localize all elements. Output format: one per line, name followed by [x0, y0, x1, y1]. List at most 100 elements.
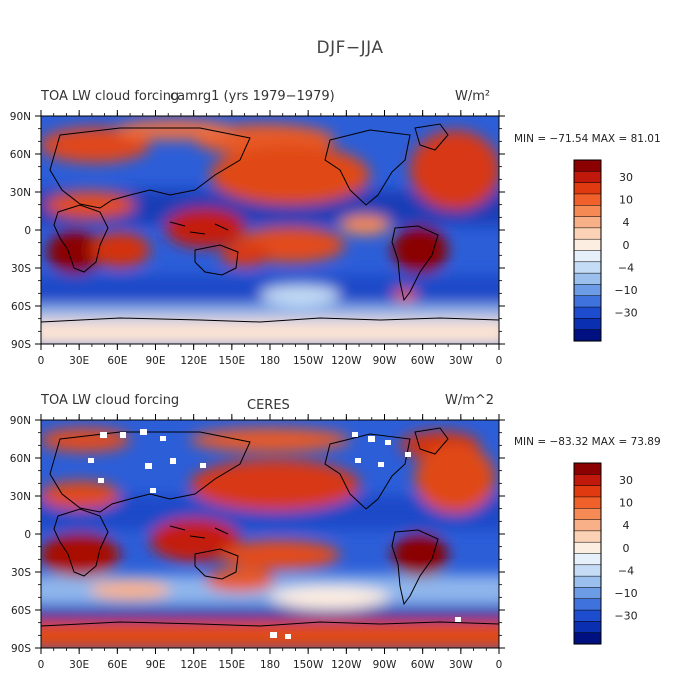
colorbar-tick-label: −30	[614, 610, 637, 623]
colorbar-frame	[573, 462, 602, 645]
lon-tick-label: 120W	[331, 355, 362, 367]
lon-tick-label: 120E	[180, 355, 207, 367]
colorbar-tick-label: 4	[623, 216, 630, 229]
lon-tick-label: 0	[38, 659, 45, 671]
colorbar-segment	[573, 250, 602, 263]
lat-tick-label: 30N	[10, 491, 31, 503]
lat-tick-label: 90N	[10, 111, 31, 123]
lon-tick-label: 30W	[449, 355, 473, 367]
colorbar-segment	[573, 171, 602, 184]
lon-tick-label: 30E	[69, 659, 89, 671]
colorbar-segment	[573, 485, 602, 498]
panel1-left-title: TOA LW cloud forcing	[41, 89, 180, 104]
colorbar-tick-label: 0	[623, 542, 630, 555]
colorbar-segment	[573, 530, 602, 543]
lon-tick-label: 90E	[146, 355, 166, 367]
panel2-min-max: MIN = −83.32 MAX = 73.89	[514, 436, 661, 448]
colorbar-segment	[573, 159, 602, 172]
colorbar-segment	[573, 553, 602, 566]
colorbar-segment	[573, 541, 602, 555]
colorbar-segment	[573, 227, 602, 240]
colorbar-tick-label: −30	[614, 307, 637, 320]
colorbar-segment	[573, 205, 602, 218]
lon-tick-label: 90W	[373, 355, 397, 367]
panel1-center-title: camrg1 (yrs 1979−1979)	[170, 89, 335, 104]
lat-tick-label: 60N	[10, 149, 31, 161]
lon-tick-label: 60E	[107, 659, 127, 671]
colorbar-segment	[573, 508, 602, 521]
colorbar-segment	[573, 609, 602, 622]
lon-tick-label: 60W	[411, 659, 435, 671]
colorbar-segment	[573, 474, 602, 487]
lon-tick-label: 150E	[218, 659, 245, 671]
panel1-min-max: MIN = −71.54 MAX = 81.01	[514, 133, 661, 145]
map-panel-1	[41, 116, 499, 344]
panel2-center-title: CERES	[247, 398, 290, 413]
panel2-units: W/m^2	[445, 393, 495, 408]
lat-tick-label: 0	[24, 225, 31, 237]
colorbar-segment	[573, 587, 602, 600]
colorbar-segment	[573, 272, 602, 285]
lon-tick-label: 180	[260, 659, 280, 671]
colorbar-segment	[573, 182, 602, 195]
colorbar-segment	[573, 496, 602, 509]
colorbar-segment	[573, 632, 602, 645]
lat-tick-label: 90S	[11, 339, 31, 351]
lon-tick-label: 60W	[411, 355, 435, 367]
panel1-units: W/m²	[455, 89, 491, 104]
axes-layer: 0 30E 60E 90E 120E 150E 180 150W 120W 90W 60W 30W 09…	[10, 110, 505, 671]
colorbar-segment	[573, 462, 602, 475]
lon-tick-label: 150W	[293, 355, 324, 367]
colorbar-segment	[573, 621, 602, 634]
panel2-left-title: TOA LW cloud forcing	[41, 393, 180, 408]
map-panel-2	[41, 420, 499, 648]
colorbar-tick-label: −4	[618, 564, 634, 577]
colorbar-segment	[573, 261, 602, 274]
lon-tick-label: 90E	[146, 659, 166, 671]
colorbar-tick-label: 10	[619, 194, 633, 207]
colorbar-segment	[573, 193, 602, 206]
colorbar-tick-label: 10	[619, 497, 633, 510]
colorbar-segment	[573, 329, 602, 342]
lat-tick-label: 60N	[10, 453, 31, 465]
lon-tick-label: 120W	[331, 659, 362, 671]
colorbars: 30 10 4 0 −4 −10 −30 30 10 4 0 −4 −10 −30	[573, 159, 638, 645]
colorbar-segment	[573, 318, 602, 331]
colorbar-segment	[573, 216, 602, 229]
lon-tick-label: 30E	[69, 355, 89, 367]
colorbar-segment	[573, 238, 602, 252]
colorbar-tick-label: 30	[619, 474, 633, 487]
figure-title: DJF−JJA	[316, 38, 384, 58]
colorbar-tick-label: 30	[619, 171, 633, 184]
lon-tick-label: 180	[260, 355, 280, 367]
colorbar-segment	[573, 564, 602, 577]
lat-tick-label: 90S	[11, 643, 31, 655]
lat-tick-label: 30N	[10, 187, 31, 199]
colorbar-segment	[573, 575, 602, 588]
colorbar-segment	[573, 519, 602, 532]
lon-tick-label: 60E	[107, 355, 127, 367]
lon-tick-label: 0	[38, 355, 45, 367]
colorbar-segment	[573, 284, 602, 297]
colorbar-segment	[573, 306, 602, 319]
colorbar-segment	[573, 598, 602, 611]
lat-tick-label: 30S	[11, 567, 31, 579]
lat-tick-label: 60S	[11, 605, 31, 617]
colorbar-tick-label: −10	[614, 587, 637, 600]
lon-tick-label: 90W	[373, 659, 397, 671]
lon-tick-label: 150E	[218, 355, 245, 367]
lon-tick-label: 30W	[449, 659, 473, 671]
lon-tick-label: 120E	[180, 659, 207, 671]
colorbar-tick-label: 0	[623, 239, 630, 252]
lat-tick-label: 0	[24, 529, 31, 541]
lat-tick-label: 60S	[11, 301, 31, 313]
colorbar-frame	[573, 159, 602, 342]
colorbar-tick-label: −10	[614, 284, 637, 297]
lat-tick-label: 90N	[10, 415, 31, 427]
colorbar-tick-label: 4	[623, 519, 630, 532]
lon-tick-label: 150W	[293, 659, 324, 671]
lat-tick-label: 30S	[11, 263, 31, 275]
colorbar-tick-label: −4	[618, 261, 634, 274]
lon-tick-label: 0	[496, 659, 503, 671]
